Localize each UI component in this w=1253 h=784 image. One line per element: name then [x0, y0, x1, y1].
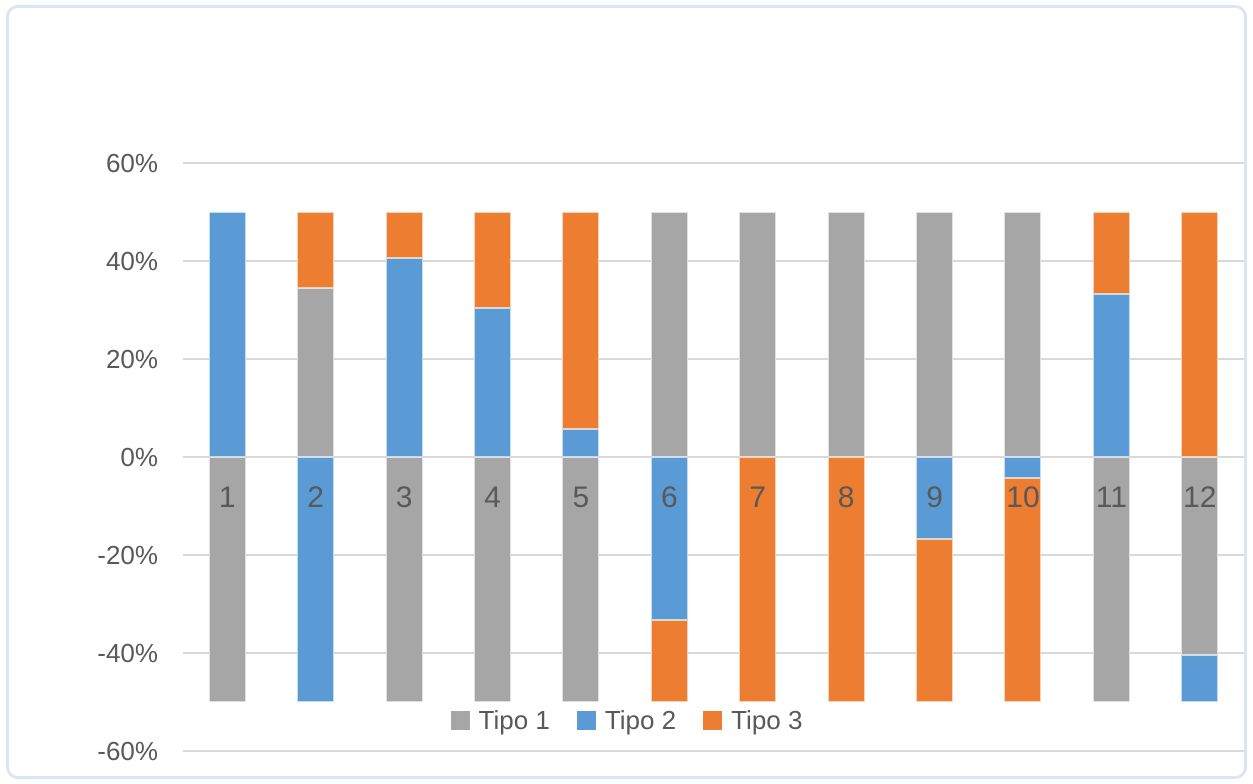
bar-segment-tipo-3-cat-10[interactable]: [1004, 477, 1042, 702]
bar-segment-tipo-3-cat-8[interactable]: [827, 457, 865, 702]
bar-segment-tipo-2-cat-2[interactable]: [297, 457, 335, 702]
category-label-12: 12: [1183, 481, 1217, 514]
y-tick-label: 40%: [105, 246, 158, 276]
y-tick-label: 60%: [105, 148, 158, 178]
category-label-8: 8: [837, 481, 855, 514]
legend-label: Tipo 2: [604, 705, 677, 735]
y-tick-label: 20%: [105, 344, 158, 374]
category-label-5: 5: [572, 481, 590, 514]
bar-segment-tipo-1-cat-10[interactable]: [1004, 212, 1042, 457]
category-label-3: 3: [395, 481, 413, 514]
bar-segment-tipo-3-cat-6[interactable]: [650, 620, 688, 702]
bar-segment-tipo-1-cat-3[interactable]: [385, 457, 423, 702]
bar-segment-tipo-3-cat-4[interactable]: [473, 212, 511, 309]
bar-segment-tipo-2-cat-1[interactable]: [208, 212, 246, 457]
legend-swatch-icon: [703, 710, 723, 730]
bar-segment-tipo-1-cat-8[interactable]: [827, 212, 865, 457]
bar-segment-tipo-1-cat-9[interactable]: [916, 212, 954, 457]
bar-segment-tipo-1-cat-11[interactable]: [1092, 457, 1130, 702]
category-label-6: 6: [660, 481, 678, 514]
gridline: [183, 358, 1244, 360]
bar-segment-tipo-3-cat-9[interactable]: [916, 538, 954, 702]
gridline: [183, 554, 1244, 556]
bar-segment-tipo-2-cat-11[interactable]: [1092, 293, 1130, 457]
category-label-11: 11: [1095, 481, 1127, 514]
category-label-9: 9: [926, 481, 943, 514]
bar-segment-tipo-1-cat-12[interactable]: [1181, 457, 1219, 656]
bar-segment-tipo-1-cat-1[interactable]: [208, 457, 246, 702]
bar-segment-tipo-1-cat-2[interactable]: [297, 287, 335, 457]
category-label-7: 7: [749, 481, 767, 514]
bar-segment-tipo-1-cat-5[interactable]: [562, 457, 600, 702]
legend-item-tipo-1[interactable]: Tipo 1: [450, 705, 550, 735]
bar-segment-tipo-3-cat-5[interactable]: [562, 212, 600, 430]
bar-segment-tipo-2-cat-5[interactable]: [562, 429, 600, 457]
category-label-1: 1: [218, 481, 236, 514]
bar-segment-tipo-3-cat-2[interactable]: [297, 212, 335, 288]
y-tick-label: -20%: [97, 540, 158, 570]
category-label-2: 2: [307, 481, 324, 514]
bar-segment-tipo-2-cat-9[interactable]: [916, 457, 954, 539]
bar-segment-tipo-1-cat-6[interactable]: [650, 212, 688, 457]
bar-segment-tipo-1-cat-4[interactable]: [473, 457, 511, 702]
category-label-10: 10: [1006, 481, 1040, 514]
bar-segment-tipo-3-cat-11[interactable]: [1092, 212, 1130, 294]
bar-segment-tipo-3-cat-7[interactable]: [739, 457, 777, 702]
bar-segment-tipo-3-cat-3[interactable]: [385, 212, 423, 259]
bar-segment-tipo-3-cat-12[interactable]: [1181, 212, 1219, 457]
category-label-4: 4: [484, 481, 501, 514]
gridline: [183, 162, 1244, 164]
legend-item-tipo-2[interactable]: Tipo 2: [576, 705, 677, 735]
legend-label: Tipo 1: [478, 705, 550, 735]
gridline: [183, 456, 1244, 458]
bar-segment-tipo-2-cat-6[interactable]: [650, 457, 688, 621]
y-tick-label: 0%: [120, 442, 158, 472]
legend-swatch-icon: [450, 710, 470, 730]
y-tick-label: -40%: [97, 638, 158, 668]
bar-segment-tipo-2-cat-12[interactable]: [1181, 655, 1219, 702]
bar-segment-tipo-1-cat-7[interactable]: [739, 212, 777, 457]
gridline: [183, 750, 1244, 752]
gridline: [183, 260, 1244, 262]
gridline: [183, 652, 1244, 654]
legend: Tipo 1 Tipo 2 Tipo 3: [0, 706, 1253, 734]
bar-segment-tipo-2-cat-4[interactable]: [473, 308, 511, 457]
bar-segment-tipo-2-cat-3[interactable]: [385, 258, 423, 457]
legend-label: Tipo 3: [731, 705, 803, 735]
legend-swatch-icon: [576, 710, 596, 730]
bar-segment-tipo-2-cat-10[interactable]: [1004, 457, 1042, 478]
legend-item-tipo-3[interactable]: Tipo 3: [703, 706, 802, 734]
y-tick-label: -60%: [97, 736, 158, 766]
